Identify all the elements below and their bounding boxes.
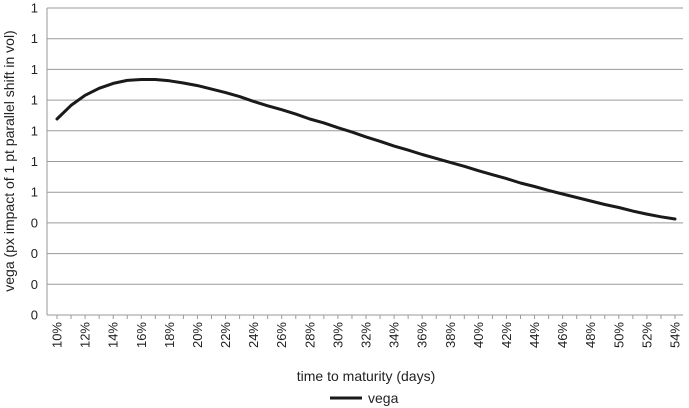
x-axis-title: time to maturity (days): [297, 368, 435, 384]
x-axis: 10% 12% 14% 16% 18% 20% 22% 24% 26% 28% 30% 32% 34% 3…: [50, 315, 683, 348]
series-line-vega: [55, 78, 677, 221]
y-axis: 0 0 0 0 1 1 1 1 1 1 1: [31, 1, 48, 323]
y-tick-label: 1: [31, 93, 38, 108]
x-tick-label: 42%: [499, 322, 514, 348]
x-tick-label: 14%: [106, 322, 121, 348]
x-tick-label: 30%: [330, 322, 345, 348]
x-tick-label: 50%: [611, 322, 626, 348]
x-tick-label: 40%: [471, 322, 486, 348]
y-tick-label: 0: [31, 277, 38, 292]
x-tick-label: 38%: [443, 322, 458, 348]
y-tick-label: 1: [31, 185, 38, 200]
x-tick-label: 52%: [639, 322, 654, 348]
y-tick-label: 1: [31, 31, 38, 46]
x-tick-label: 34%: [387, 322, 402, 348]
y-tick-label: 1: [31, 154, 38, 169]
x-tick-label: 16%: [134, 322, 149, 348]
x-tick-label: 32%: [359, 322, 374, 348]
x-tick-label: 24%: [246, 322, 261, 348]
y-tick-label: 0: [31, 308, 38, 323]
x-tick-label: 48%: [583, 322, 598, 348]
x-tick-label: 18%: [162, 322, 177, 348]
legend: vega: [330, 390, 399, 406]
x-tick-label: 26%: [274, 322, 289, 348]
x-tick-label: 54%: [668, 322, 683, 348]
x-tick-label: 28%: [302, 322, 317, 348]
x-tick-label: 44%: [527, 322, 542, 348]
y-tick-label: 1: [31, 62, 38, 77]
gridlines: [47, 7, 683, 316]
y-tick-label: 0: [31, 246, 38, 261]
x-tick-label: 46%: [555, 322, 570, 348]
y-tick-label: 0: [31, 215, 38, 230]
x-tick-label: 10%: [50, 322, 65, 348]
x-tick-label: 20%: [190, 322, 205, 348]
x-tick-label: 12%: [78, 322, 93, 348]
x-tick-label: 22%: [218, 322, 233, 348]
y-axis-title: vega (px impact of 1 pt parallel shift i…: [1, 30, 17, 291]
y-tick-label: 1: [31, 1, 38, 16]
y-tick-label: 1: [31, 123, 38, 138]
series-layer: [55, 78, 677, 221]
legend-label: vega: [368, 390, 399, 406]
x-tick-label: 36%: [415, 322, 430, 348]
